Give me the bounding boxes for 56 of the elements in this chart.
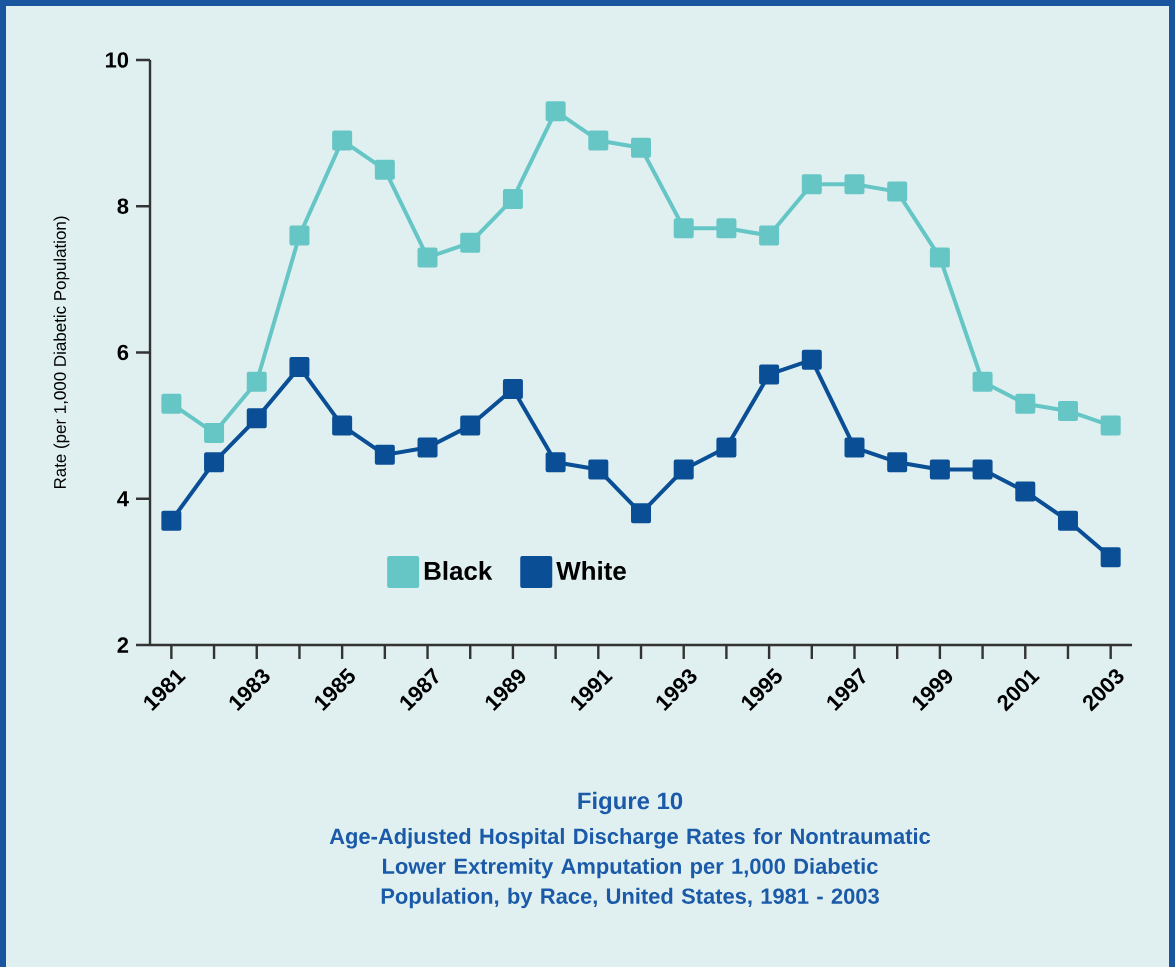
point [545, 101, 566, 122]
point [929, 459, 950, 480]
point [631, 503, 652, 524]
y-tick-label: 8 [117, 198, 129, 214]
point [972, 371, 993, 392]
text: Figure 10 [578, 791, 683, 815]
point [460, 415, 481, 436]
point [588, 459, 609, 480]
point [374, 444, 395, 465]
point [844, 174, 865, 195]
point [204, 452, 225, 473]
legend-label: Black [424, 561, 493, 581]
point [289, 357, 310, 378]
point [1057, 510, 1078, 531]
point [1100, 547, 1121, 568]
point [759, 364, 780, 385]
point [631, 137, 652, 158]
point [1015, 481, 1036, 502]
y-tick-label: 10 [105, 52, 129, 68]
point [332, 130, 353, 151]
y-tick-label: 4 [117, 491, 129, 507]
point [929, 247, 950, 268]
point [801, 349, 822, 370]
point [161, 510, 182, 531]
point [673, 218, 694, 239]
point [887, 181, 908, 202]
point [588, 130, 609, 151]
point [887, 452, 908, 473]
y-tick-label: 6 [117, 344, 129, 361]
y-axis-title: Rate (per 1,000 Diabetic Population) [53, 216, 70, 489]
point [1057, 400, 1078, 421]
text: Age-Adjusted Hospital Discharge Rates for Nontraumatic Lower Extremity Amputation per 1,000 Diabetic Population, by Race, United States, 1981 - 2003 [329, 828, 931, 909]
y-tick-label: 2 [117, 637, 129, 653]
point [502, 379, 523, 400]
point [246, 371, 267, 392]
point [417, 437, 438, 458]
point [716, 437, 737, 458]
point [289, 225, 310, 246]
point [502, 188, 523, 209]
point [545, 452, 566, 473]
point [204, 422, 225, 443]
point [460, 232, 481, 253]
point [161, 393, 182, 414]
point [1100, 415, 1121, 436]
point [332, 415, 353, 436]
point [246, 408, 267, 429]
point [1015, 393, 1036, 414]
point [844, 437, 865, 458]
point [716, 218, 737, 239]
point [972, 459, 993, 480]
legend-label: White [556, 561, 626, 581]
point [801, 174, 822, 195]
point [673, 459, 694, 480]
point [417, 247, 438, 268]
point [374, 159, 395, 180]
point [759, 225, 780, 246]
